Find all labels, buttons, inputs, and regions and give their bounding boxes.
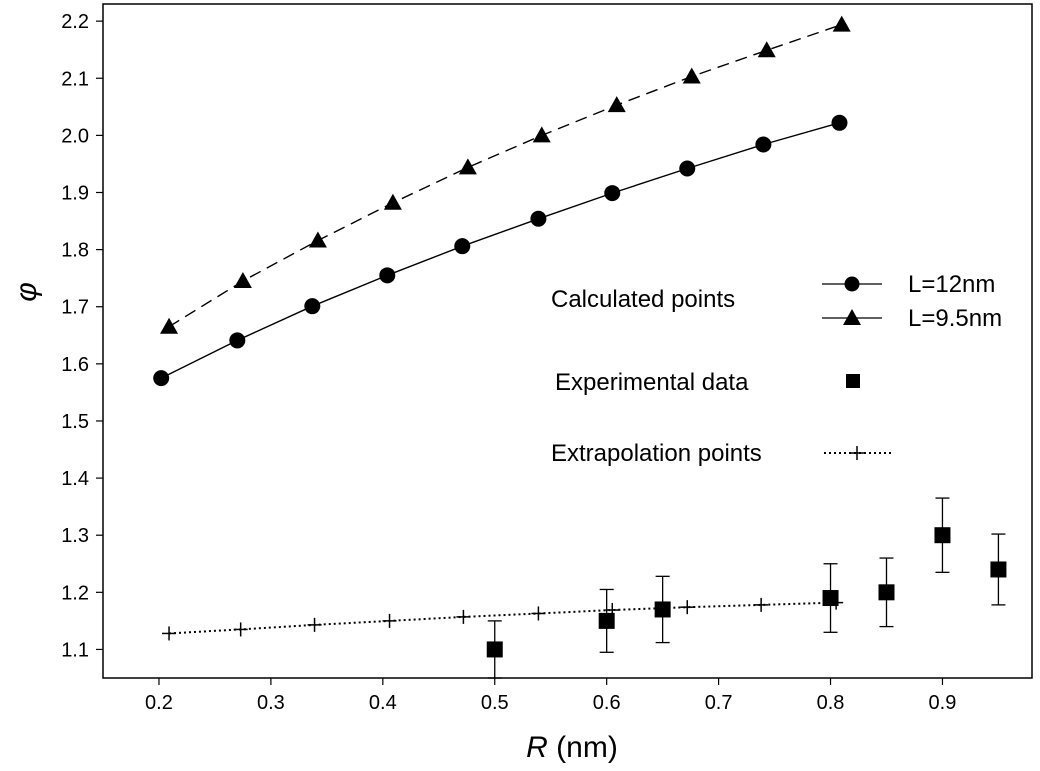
x-axis-title: R (nm)	[526, 731, 618, 764]
data-point-l-9-5nm	[682, 67, 701, 84]
x-tick-label: 0.4	[369, 692, 397, 714]
data-point-l-9-5nm	[233, 272, 252, 289]
y-tick-label: 1.5	[61, 411, 89, 433]
legend-calculated-label: Calculated points	[551, 286, 735, 313]
legend-extrapolation-marker	[850, 446, 864, 460]
legend-l95-label: L=9.5nm	[908, 305, 1002, 332]
x-axis-title-variable: R	[526, 731, 548, 764]
data-point-l-9-5nm	[532, 126, 551, 143]
y-tick-label: 1.6	[61, 354, 89, 376]
plot-frame	[102, 3, 1033, 679]
x-tick-label: 0.5	[481, 692, 509, 714]
y-tick-label: 1.7	[61, 297, 89, 319]
legend-l95-marker	[843, 309, 861, 325]
data-point-extrapolation-points	[233, 622, 248, 637]
data-point-l-12nm	[755, 136, 772, 153]
data-point-l-9-5nm	[160, 317, 179, 334]
x-tick-label: 0.2	[145, 692, 173, 714]
y-tick-label: 1.3	[61, 525, 89, 547]
data-point-l-9-5nm	[832, 15, 851, 32]
x-tick-label: 0.3	[257, 692, 285, 714]
tick-labels: 0.2 0.3 0.4 0.5 0.6 0.7 0.8 0.9 1.1 1.2 1.3 1.4 1.5 1…	[61, 11, 956, 714]
data-point-l-12nm	[454, 238, 471, 255]
y-tick-label: 1.8	[61, 240, 89, 262]
series-line-l-12nm	[160, 122, 840, 379]
x-tick-label: 0.8	[817, 692, 845, 714]
x-tick-label: 0.7	[705, 692, 733, 714]
data-point-extrapolation-points	[680, 600, 695, 615]
data-point-extrapolation-points	[829, 595, 844, 610]
data-point-l-12nm	[604, 185, 621, 202]
legend: Calculated points L=12nm L=9.5nm Experim…	[551, 271, 1002, 467]
legend-experimental-label: Experimental data	[555, 369, 749, 396]
y-tick-label: 1.2	[61, 582, 89, 604]
y-tick-label: 2.2	[61, 11, 89, 33]
series-line-extrapolation-points	[168, 601, 837, 635]
data-point-experimental-data	[486, 641, 503, 658]
data-point-l-9-5nm	[383, 193, 402, 210]
y-tick-label: 1.9	[61, 182, 89, 204]
data-point-experimental-data	[654, 601, 671, 618]
x-tick-label: 0.9	[929, 692, 957, 714]
series-layer	[153, 15, 1007, 679]
data-point-l-12nm	[153, 370, 170, 387]
data-point-l-12nm	[229, 332, 246, 349]
y-tick-label: 2.0	[61, 125, 89, 147]
data-point-extrapolation-points	[382, 613, 397, 628]
data-point-extrapolation-points	[605, 603, 620, 618]
data-point-l-12nm	[831, 114, 848, 131]
y-axis-title: φ	[10, 282, 43, 302]
data-point-l-9-5nm	[458, 158, 477, 175]
data-point-l-9-5nm	[757, 41, 776, 58]
legend-l12-label: L=12nm	[908, 271, 995, 298]
data-point-l-9-5nm	[308, 231, 327, 248]
y-tick-label: 1.1	[61, 639, 89, 661]
data-point-extrapolation-points	[307, 617, 322, 632]
data-point-l-12nm	[304, 298, 321, 315]
data-point-l-12nm	[379, 267, 396, 284]
data-point-extrapolation-points	[162, 626, 177, 641]
axis-ticks	[96, 20, 944, 685]
y-tick-label: 1.4	[61, 468, 89, 490]
data-point-experimental-data	[990, 561, 1007, 578]
data-point-experimental-data	[934, 527, 951, 544]
data-point-l-12nm	[530, 210, 547, 227]
data-point-experimental-data	[598, 612, 615, 629]
legend-experimental-marker	[846, 374, 860, 388]
legend-extrapolation-label: Extrapolation points	[551, 440, 762, 467]
y-tick-label: 2.1	[61, 68, 89, 90]
data-point-extrapolation-points	[754, 597, 769, 612]
data-point-extrapolation-points	[456, 609, 471, 624]
data-point-l-12nm	[679, 160, 696, 177]
x-axis-title-unit: (nm)	[548, 731, 618, 764]
data-point-extrapolation-points	[531, 606, 546, 621]
legend-l12-marker	[844, 276, 860, 292]
x-tick-label: 0.6	[593, 692, 621, 714]
data-point-experimental-data	[878, 584, 895, 601]
data-point-l-9-5nm	[607, 96, 626, 113]
